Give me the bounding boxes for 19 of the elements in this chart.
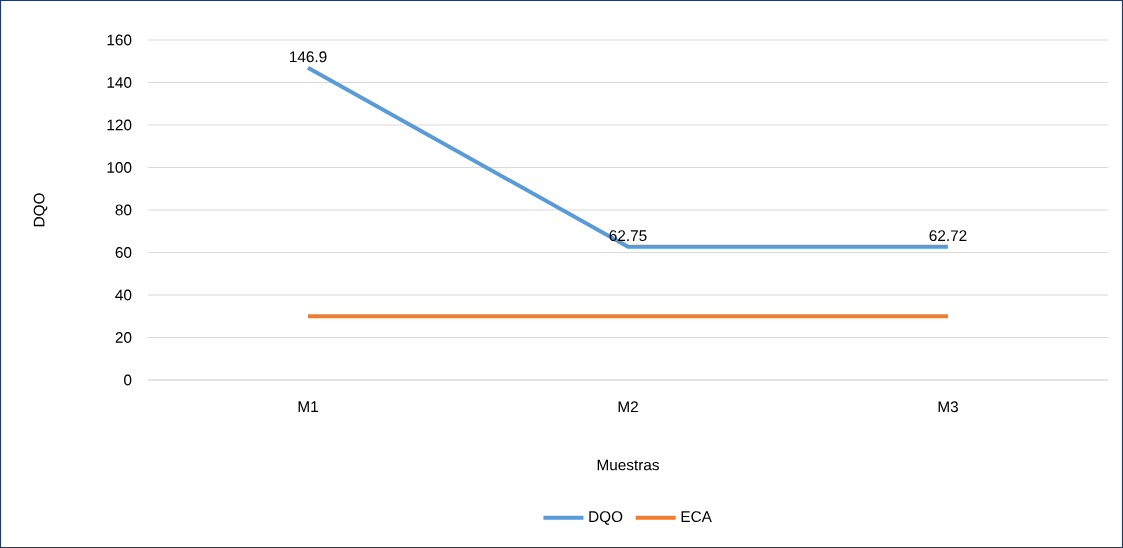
y-tick-label: 0 bbox=[124, 374, 132, 386]
data-label: 62.72 bbox=[929, 230, 967, 242]
legend-label: ECA bbox=[681, 511, 712, 523]
x-tick-label: M1 bbox=[298, 401, 318, 412]
y-tick-label: 120 bbox=[107, 119, 132, 131]
data-label: 146.9 bbox=[289, 51, 327, 63]
legend-label: DQO bbox=[589, 511, 623, 525]
y-axis-title: DQO bbox=[33, 193, 48, 227]
y-tick-label: 20 bbox=[115, 332, 132, 343]
y-tick-label: 80 bbox=[115, 204, 132, 216]
y-tick-label: 100 bbox=[107, 162, 132, 173]
y-tick-label: 140 bbox=[107, 77, 132, 88]
data-label: 62.75 bbox=[609, 230, 647, 242]
y-tick-label: 60 bbox=[115, 247, 132, 258]
x-axis-title: Muestras bbox=[597, 459, 659, 471]
y-tick-label: 160 bbox=[107, 34, 132, 46]
x-tick-label: M2 bbox=[618, 401, 638, 413]
y-tick-label: 40 bbox=[115, 289, 132, 301]
x-tick-label: M3 bbox=[938, 401, 958, 413]
